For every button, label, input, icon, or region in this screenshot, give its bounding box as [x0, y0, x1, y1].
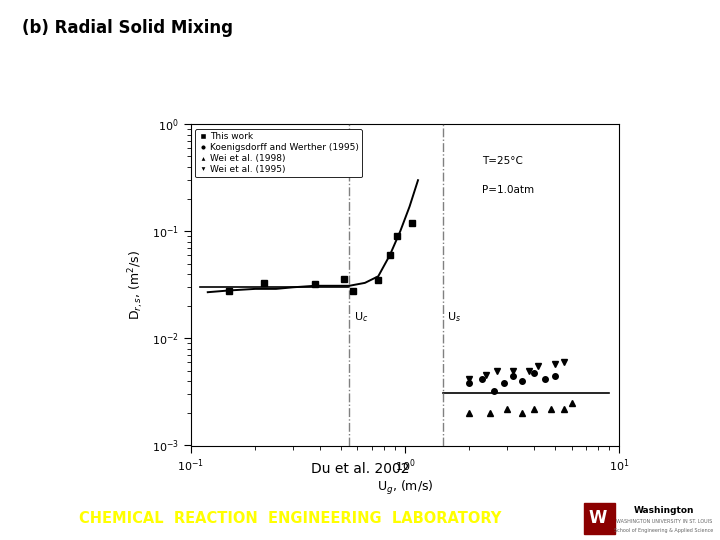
- Text: Washington: Washington: [634, 506, 694, 515]
- Bar: [584, 503, 615, 534]
- Text: CHEMICAL  REACTION  ENGINEERING  LABORATORY: CHEMICAL REACTION ENGINEERING LABORATORY: [78, 511, 501, 526]
- Text: School of Engineering & Applied Science: School of Engineering & Applied Science: [614, 528, 714, 533]
- Text: U$_c$: U$_c$: [354, 310, 369, 325]
- Text: WASHINGTON UNIVERSITY IN ST. LOUIS: WASHINGTON UNIVERSITY IN ST. LOUIS: [616, 519, 712, 524]
- Text: Du et al. 2002: Du et al. 2002: [311, 462, 409, 476]
- Y-axis label: D$_{r,s}$, (m$^2$/s): D$_{r,s}$, (m$^2$/s): [127, 249, 146, 320]
- Text: (b) Radial Solid Mixing: (b) Radial Solid Mixing: [22, 19, 233, 37]
- X-axis label: U$_{g}$, (m/s): U$_{g}$, (m/s): [377, 480, 433, 497]
- Text: U$_s$: U$_s$: [447, 310, 462, 325]
- Text: P=1.0atm: P=1.0atm: [482, 185, 534, 195]
- Text: W: W: [589, 509, 607, 526]
- Text: T=25°C: T=25°C: [482, 157, 523, 166]
- Legend: This work, Koenigsdorff and Werther (1995), Wei et al. (1998), Wei et al. (1995): This work, Koenigsdorff and Werther (199…: [195, 129, 362, 177]
